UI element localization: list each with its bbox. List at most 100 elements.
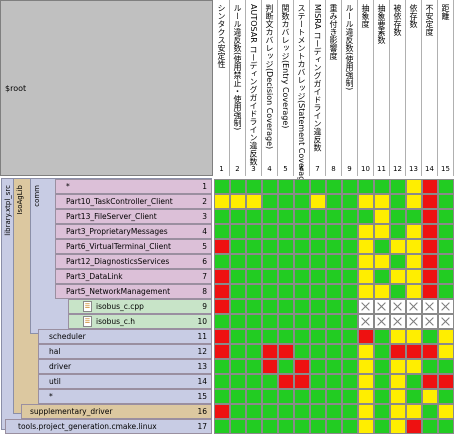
metric-cell[interactable] xyxy=(230,209,246,224)
metric-cell[interactable] xyxy=(230,269,246,284)
metric-cell[interactable] xyxy=(390,359,406,374)
metric-cell[interactable] xyxy=(262,344,278,359)
metric-cell[interactable] xyxy=(358,179,374,194)
metric-cell[interactable] xyxy=(326,314,342,329)
metric-cell[interactable] xyxy=(294,359,310,374)
tree-row-16[interactable]: supplementary_driver 16 xyxy=(21,404,212,419)
metric-cell[interactable] xyxy=(246,314,262,329)
metric-cell[interactable] xyxy=(294,419,310,434)
metric-cell[interactable] xyxy=(326,359,342,374)
metric-cell[interactable] xyxy=(422,254,438,269)
metric-cell[interactable] xyxy=(294,374,310,389)
metric-cell[interactable] xyxy=(406,239,422,254)
metric-cell[interactable] xyxy=(406,254,422,269)
column-header-1[interactable]: シンタクス安定性 1 xyxy=(214,0,230,176)
metric-cell[interactable] xyxy=(278,194,294,209)
metric-cell[interactable] xyxy=(310,224,326,239)
metric-cell[interactable] xyxy=(374,209,390,224)
metric-cell[interactable] xyxy=(294,224,310,239)
metric-cell[interactable] xyxy=(294,329,310,344)
metric-cell[interactable] xyxy=(246,299,262,314)
metric-cell[interactable] xyxy=(438,419,454,434)
metric-cell[interactable] xyxy=(358,419,374,434)
metric-cell[interactable] xyxy=(342,314,358,329)
metric-cell[interactable] xyxy=(310,179,326,194)
metric-cell[interactable] xyxy=(342,254,358,269)
metric-cell[interactable] xyxy=(278,224,294,239)
metric-cell[interactable] xyxy=(262,239,278,254)
column-header-13[interactable]: 依存数 13 xyxy=(406,0,422,176)
metric-cell[interactable] xyxy=(310,374,326,389)
metric-cell[interactable] xyxy=(342,359,358,374)
metric-cell[interactable] xyxy=(230,404,246,419)
tree-row-14[interactable]: util 14 xyxy=(38,374,212,389)
metric-cell[interactable] xyxy=(342,194,358,209)
metric-cell[interactable] xyxy=(262,314,278,329)
metric-cell[interactable] xyxy=(358,344,374,359)
metric-cell[interactable] xyxy=(374,269,390,284)
metric-cell[interactable] xyxy=(214,179,230,194)
metric-cell[interactable] xyxy=(294,284,310,299)
metric-cell[interactable] xyxy=(214,374,230,389)
metric-cell[interactable] xyxy=(390,209,406,224)
metric-cell[interactable] xyxy=(374,419,390,434)
metric-cell[interactable] xyxy=(214,404,230,419)
metric-cell[interactable] xyxy=(406,224,422,239)
metric-cell[interactable] xyxy=(438,344,454,359)
metric-cell[interactable] xyxy=(326,299,342,314)
metric-cell[interactable] xyxy=(310,359,326,374)
metric-cell[interactable] xyxy=(294,344,310,359)
metric-cell[interactable] xyxy=(342,389,358,404)
metric-cell[interactable] xyxy=(294,404,310,419)
metric-cell[interactable] xyxy=(230,179,246,194)
column-header-11[interactable]: 抽象要素数 11 xyxy=(374,0,390,176)
metric-cell[interactable] xyxy=(422,374,438,389)
metric-cell[interactable] xyxy=(230,359,246,374)
metric-cell[interactable] xyxy=(438,404,454,419)
metric-cell[interactable] xyxy=(262,209,278,224)
metric-cell[interactable] xyxy=(342,419,358,434)
tree-row-7[interactable]: Part3_DataLink 7 xyxy=(55,269,212,284)
metric-cell[interactable] xyxy=(374,314,390,329)
metric-cell[interactable] xyxy=(406,269,422,284)
metric-cell[interactable] xyxy=(230,224,246,239)
metric-cell[interactable] xyxy=(390,329,406,344)
metric-cell[interactable] xyxy=(342,179,358,194)
metric-cell[interactable] xyxy=(310,389,326,404)
metric-cell[interactable] xyxy=(246,389,262,404)
metric-cell[interactable] xyxy=(406,299,422,314)
metric-cell[interactable] xyxy=(390,299,406,314)
metric-cell[interactable] xyxy=(374,359,390,374)
tree-row-15[interactable]: * 15 xyxy=(38,389,212,404)
metric-cell[interactable] xyxy=(214,314,230,329)
metric-cell[interactable] xyxy=(214,299,230,314)
metric-cell[interactable] xyxy=(358,239,374,254)
metric-cell[interactable] xyxy=(406,374,422,389)
metric-cell[interactable] xyxy=(358,209,374,224)
metric-cell[interactable] xyxy=(246,344,262,359)
metric-cell[interactable] xyxy=(342,239,358,254)
metric-cell[interactable] xyxy=(358,284,374,299)
metric-cell[interactable] xyxy=(422,269,438,284)
metric-cell[interactable] xyxy=(310,194,326,209)
metric-cell[interactable] xyxy=(406,389,422,404)
column-header-2[interactable]: ルール違反数(使用禁止・使用強制) 2 xyxy=(230,0,246,176)
tree-row-10[interactable]: ☰ isobus_c.h 10 xyxy=(68,314,212,329)
metric-cell[interactable] xyxy=(278,389,294,404)
metric-cell[interactable] xyxy=(390,224,406,239)
metric-cell[interactable] xyxy=(230,314,246,329)
metric-cell[interactable] xyxy=(214,419,230,434)
metric-cell[interactable] xyxy=(406,419,422,434)
metric-cell[interactable] xyxy=(278,254,294,269)
metric-cell[interactable] xyxy=(390,389,406,404)
metric-cell[interactable] xyxy=(214,344,230,359)
metric-cell[interactable] xyxy=(390,254,406,269)
metric-cell[interactable] xyxy=(390,284,406,299)
tree-row-13[interactable]: driver 13 xyxy=(38,359,212,374)
metric-cell[interactable] xyxy=(342,374,358,389)
metric-cell[interactable] xyxy=(310,209,326,224)
metric-cell[interactable] xyxy=(342,299,358,314)
metric-cell[interactable] xyxy=(390,344,406,359)
metric-cell[interactable] xyxy=(310,269,326,284)
metric-cell[interactable] xyxy=(438,389,454,404)
